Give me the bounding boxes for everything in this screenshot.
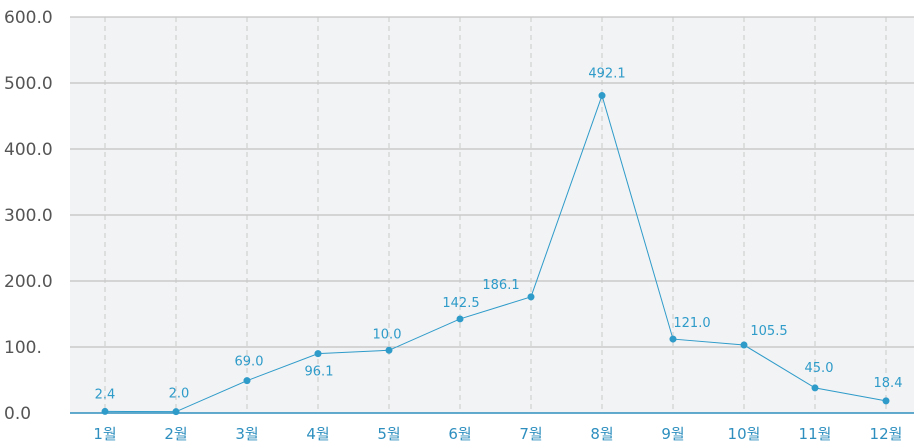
x-tick-label: 9월: [661, 425, 684, 442]
x-tick-label: 3월: [235, 425, 258, 442]
data-point: [385, 346, 393, 354]
data-point: [598, 92, 606, 100]
data-point: [101, 407, 109, 415]
y-tick-label: 100.: [4, 338, 42, 358]
data-label: 105.5: [750, 324, 787, 339]
data-point: [882, 397, 890, 405]
data-label: 69.0: [235, 355, 264, 370]
series-line: [104, 93, 887, 413]
y-tick-label: 200.0: [4, 272, 53, 292]
y-tick-label: 400.0: [4, 140, 53, 160]
data-point: [527, 293, 535, 301]
x-tick-label: 8월: [590, 425, 613, 442]
data-label: 45.0: [805, 361, 834, 376]
data-point: [669, 335, 677, 343]
x-tick-label: 10월: [728, 425, 761, 442]
x-tick-label: 6월: [448, 425, 471, 442]
y-tick-label: 0.0: [4, 404, 31, 424]
x-tick-label: 2월: [164, 425, 187, 442]
data-points: [101, 92, 890, 416]
data-point: [811, 384, 819, 392]
vertical-gridlines: [104, 17, 887, 413]
data-label: 121.0: [673, 316, 710, 331]
data-label: 2.4: [95, 387, 116, 402]
data-label: 96.1: [305, 365, 334, 380]
data-label: 186.1: [482, 278, 519, 293]
y-tick-label: 600.0: [4, 8, 53, 28]
x-axis-tick-labels: 1월 2월 3월 4월 5월 6월 7월 8월 9월 10월 11월 12월: [93, 425, 902, 442]
x-tick-label: 7월: [519, 425, 542, 442]
data-point: [456, 315, 464, 323]
data-label: 142.5: [442, 296, 479, 311]
y-tick-label: 500.0: [4, 74, 53, 94]
y-axis-tick-labels: 0.0 100. 200.0 300.0 400.0 500.0 600.0: [4, 8, 53, 424]
data-point: [243, 377, 251, 385]
x-tick-label: 4월: [306, 425, 329, 442]
data-label: 10.0: [373, 327, 402, 342]
x-tick-label: 5월: [377, 425, 400, 442]
x-tick-label: 11월: [799, 425, 832, 442]
x-tick-label: 12월: [870, 425, 903, 442]
data-label: 492.1: [588, 67, 625, 82]
horizontal-gridlines: [70, 16, 914, 348]
y-tick-label: 300.0: [4, 206, 53, 226]
x-tick-label: 1월: [93, 425, 116, 442]
data-label: 2.0: [169, 387, 190, 402]
data-point: [314, 350, 322, 358]
data-point: [172, 408, 180, 416]
data-label: 18.4: [874, 376, 903, 391]
data-point: [740, 341, 748, 349]
